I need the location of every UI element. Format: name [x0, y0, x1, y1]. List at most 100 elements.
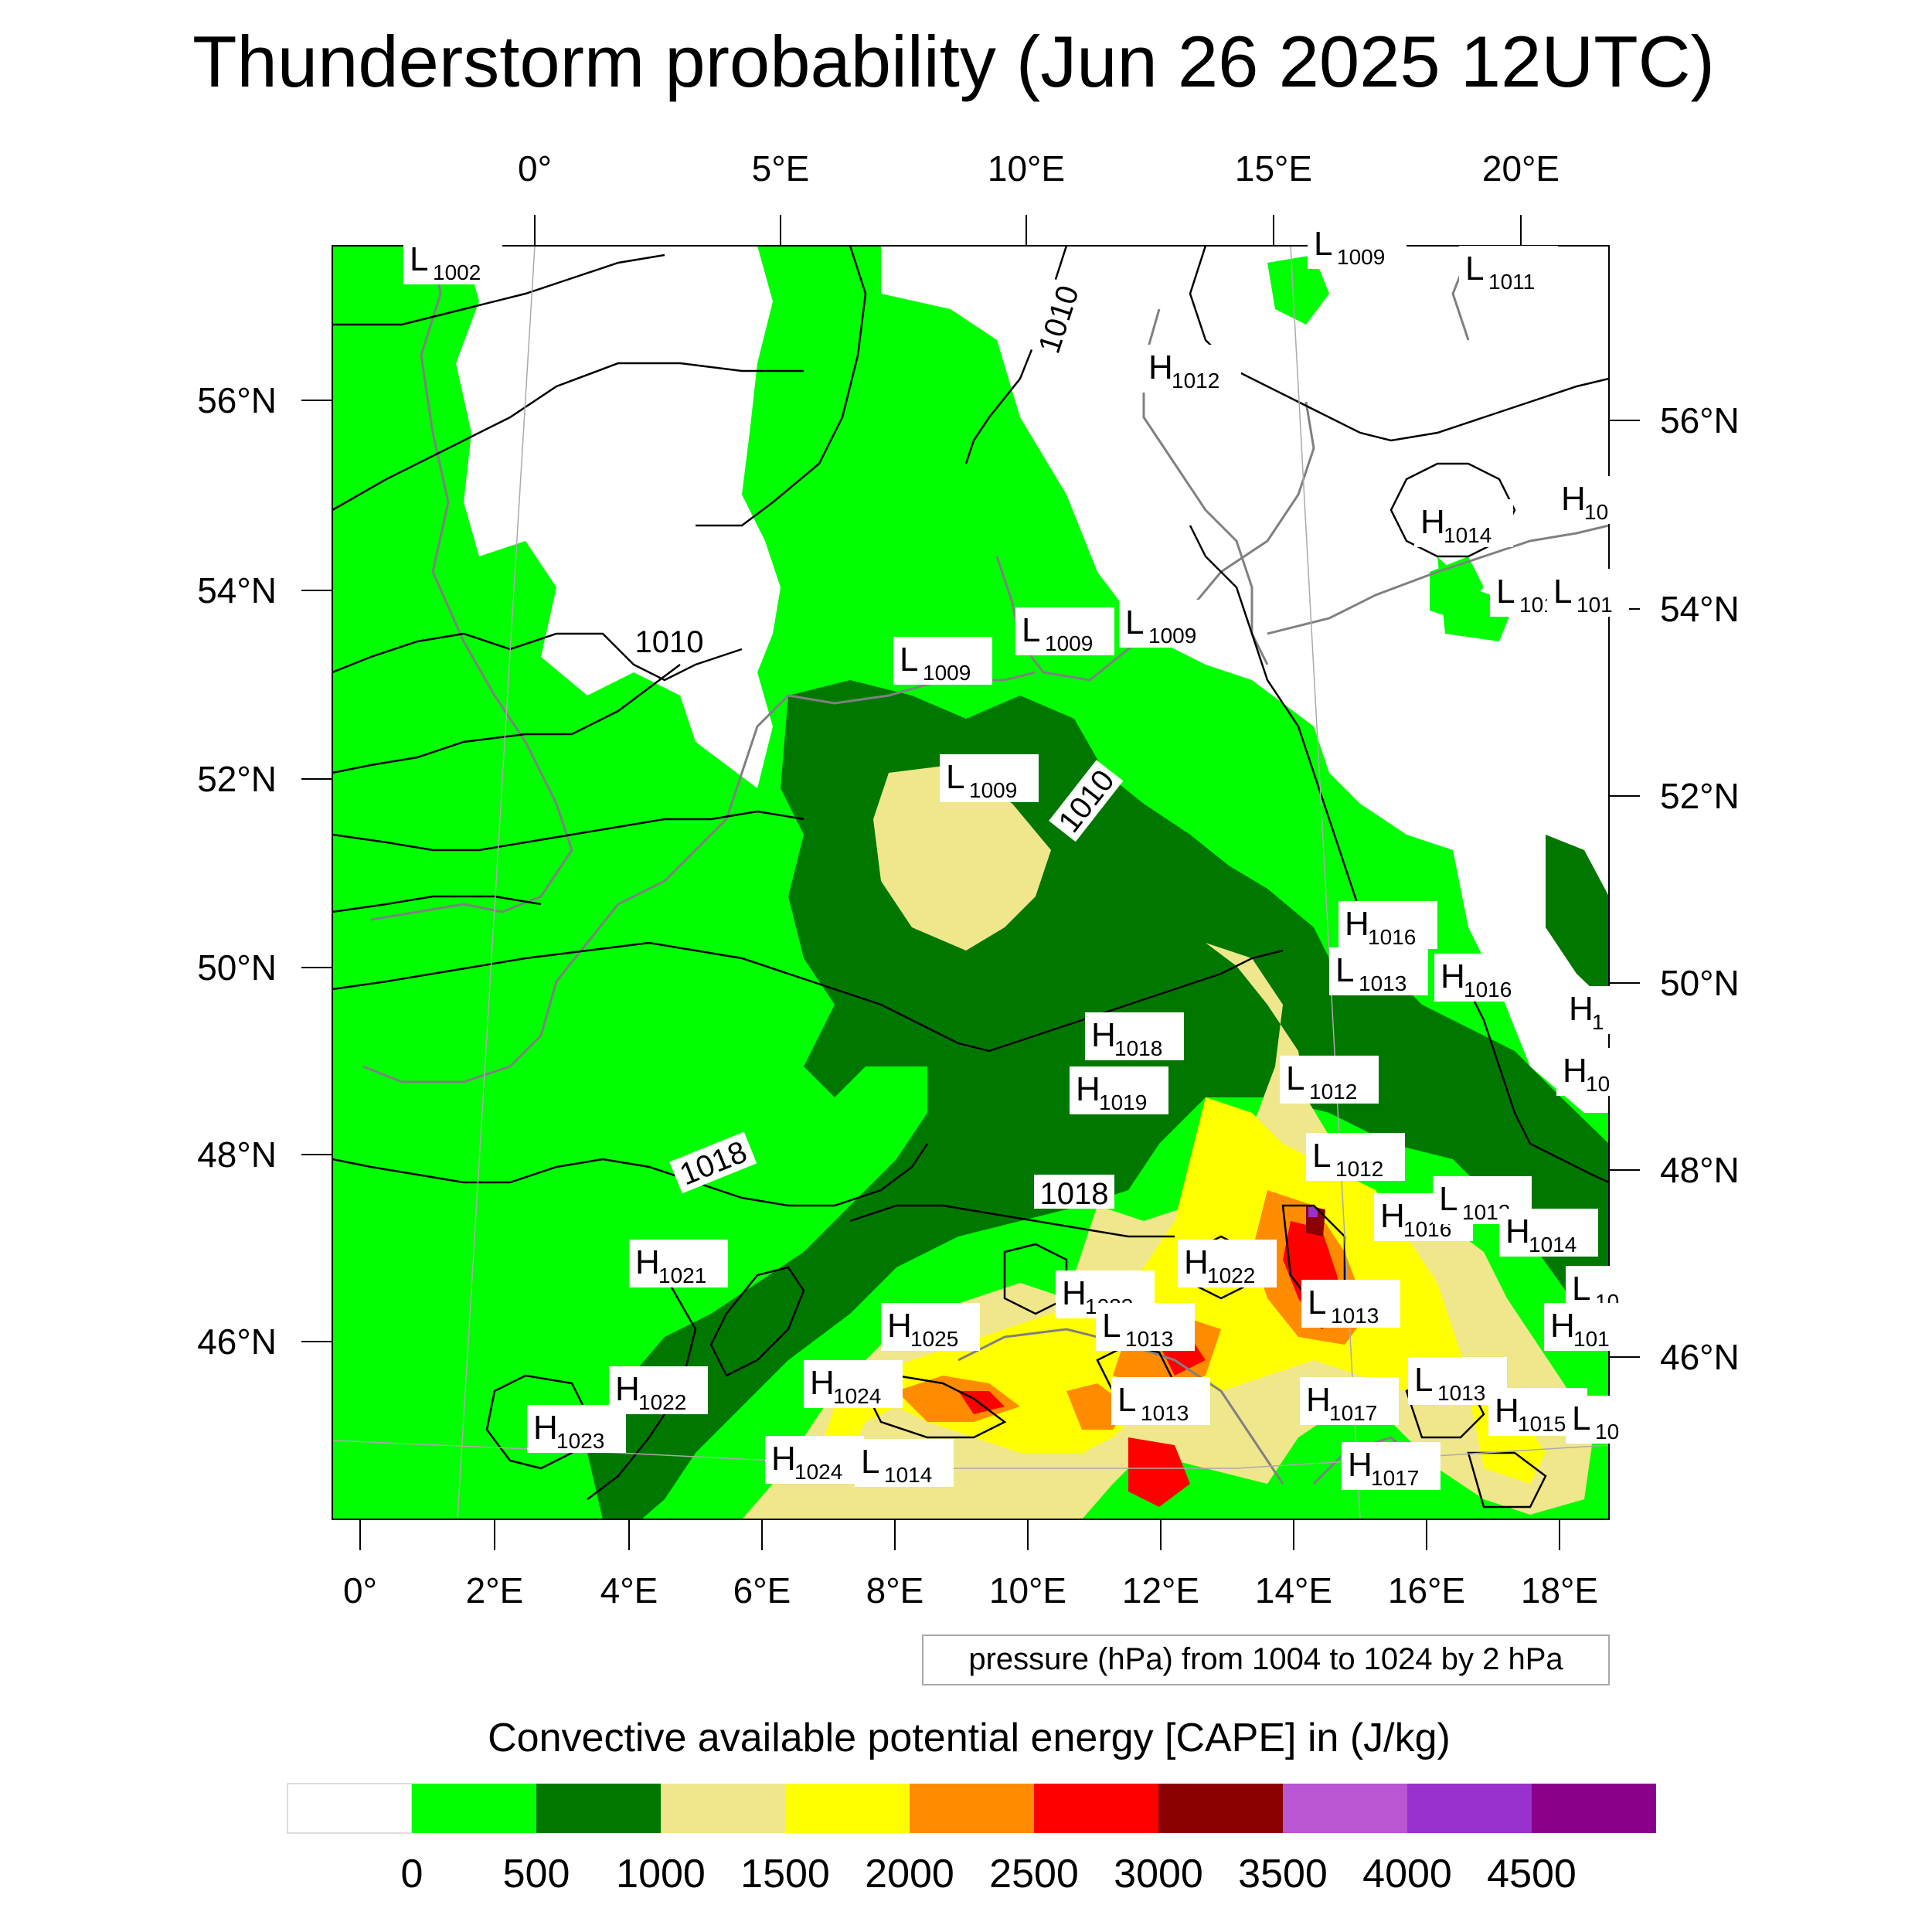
pressure-center-value: 10: [1584, 500, 1608, 524]
cape-region-2500-3000: [958, 1221, 1345, 1507]
pressure-center-low: L 1011: [1459, 246, 1558, 294]
pressure-center-value: 1021: [658, 1264, 706, 1287]
pressure-center-low: L 1012: [1280, 1056, 1379, 1104]
pressure-center-low: L 1012: [1306, 1133, 1405, 1181]
pressure-center-value: 1012: [1309, 1080, 1357, 1104]
pressure-center-letter: L: [1465, 250, 1484, 287]
colorbar-swatch: [1283, 1784, 1407, 1833]
colorbar-tick-labels: 0 500 1000 1500 2000 2500 3000 3500 4000 4500: [401, 1852, 1577, 1896]
pressure-center-letter: L: [1117, 1381, 1136, 1419]
pressure-center-value: 1013: [1437, 1381, 1485, 1405]
colorbar-swatch: [1407, 1784, 1532, 1833]
pressure-center-letter: L: [1572, 1400, 1590, 1437]
pressure-center-value: 1017: [1371, 1466, 1419, 1490]
pressure-center-letter: H: [1550, 1307, 1575, 1345]
pressure-center-low: L 1009: [1308, 221, 1406, 269]
axis-label: 10°E: [988, 148, 1065, 189]
pressure-center-letter: L: [946, 758, 964, 796]
axis-label: 2°E: [466, 1570, 524, 1611]
pressure-center-letter: H: [1306, 1381, 1331, 1419]
axis-label: 54°N: [1660, 589, 1740, 629]
pressure-center-letter: H: [1561, 480, 1586, 518]
pressure-center-value: 1017: [1329, 1401, 1377, 1425]
pressure-center-letter: H: [887, 1307, 912, 1345]
pressure-center-letter: H: [1348, 1446, 1372, 1484]
pressure-center-letter: L: [1312, 1137, 1331, 1175]
colorbar-tick-label: 3000: [1114, 1852, 1203, 1896]
axis-label: 10°E: [989, 1570, 1066, 1611]
left-axis-labels: 56°N 54°N 52°N 50°N 48°N 46°N: [197, 380, 277, 1362]
pressure-center-letter: L: [1335, 951, 1354, 989]
pressure-center-value: 1019: [1099, 1090, 1147, 1114]
pressure-note-box: pressure (hPa) from 1004 to 1024 by 2 hP…: [922, 1634, 1610, 1685]
pressure-center-value: 1015: [1518, 1412, 1566, 1436]
axis-label: 18°E: [1521, 1570, 1598, 1611]
isobar-label: 1010: [635, 625, 704, 659]
pressure-center-low: L 1002: [403, 236, 502, 284]
pressure-center-letter: H: [1184, 1243, 1209, 1281]
pressure-center-value: 1009: [1045, 631, 1093, 655]
pressure-center-letter: H: [771, 1440, 796, 1478]
cape-region-1500-2000: [819, 1097, 1546, 1484]
axis-label: 16°E: [1388, 1570, 1465, 1611]
colorbar-swatch: [1532, 1784, 1656, 1833]
pressure-center-value: 1018: [1114, 1036, 1162, 1060]
pressure-center-value: 1013: [1141, 1401, 1189, 1425]
axis-label: 48°N: [1660, 1150, 1740, 1190]
axis-label: 56°N: [197, 380, 277, 420]
colorbar-swatch: [1034, 1784, 1158, 1833]
axis-label: 6°E: [733, 1570, 791, 1611]
map-frame: [332, 245, 1610, 1520]
pressure-center-value: 1022: [1207, 1264, 1255, 1287]
figure-title: Thunderstorm probability (Jun 26 2025 12…: [192, 21, 1715, 102]
pressure-center-high: H1: [1563, 986, 1611, 1034]
pressure-center-value: 1024: [794, 1460, 842, 1484]
colorbar-tick-label: 500: [503, 1852, 570, 1896]
pressure-center-value: 1023: [556, 1429, 604, 1453]
pressure-center-value: 1002: [433, 260, 481, 284]
pressure-center-high: H10: [1556, 1048, 1621, 1096]
pressure-center-value: 1025: [910, 1327, 958, 1351]
axis-label: 14°E: [1255, 1570, 1332, 1611]
pressure-center-value: 1014: [1444, 523, 1492, 547]
pressure-center-letter: L: [1572, 1270, 1590, 1308]
pressure-center-value: 1024: [833, 1384, 881, 1408]
colorbar-tick-label: 2000: [865, 1852, 954, 1896]
pressure-center-value: 1009: [969, 778, 1017, 802]
pressure-center-value: 1013: [1359, 971, 1406, 995]
pressure-center-value: 1009: [1337, 245, 1385, 269]
pressure-center-value: 1014: [1529, 1233, 1577, 1257]
pressure-center-letter: H: [1569, 990, 1594, 1028]
pressure-center-low: L 1009: [893, 637, 992, 685]
pressure-note: pressure (hPa) from 1004 to 1024 by 2 hP…: [968, 1642, 1563, 1676]
colorbar-tick-label: 2500: [989, 1852, 1079, 1896]
pressure-center-value: 1013: [1331, 1304, 1379, 1328]
pressure-center-low: L 1013: [1301, 1280, 1400, 1328]
axis-label: 0°: [518, 148, 552, 189]
pressure-center-letter: L: [1496, 573, 1515, 611]
axis-label: 5°E: [752, 148, 810, 189]
axis-label: 46°N: [1660, 1337, 1740, 1377]
pressure-center-letter: L: [900, 641, 918, 679]
pressure-center-letter: H: [1505, 1213, 1530, 1250]
pressure-center-letter: H: [1076, 1070, 1100, 1108]
pressure-center-value: 1009: [923, 661, 971, 685]
pressure-center-letter: H: [1091, 1016, 1116, 1054]
pressure-center-value: 1016: [1368, 925, 1416, 949]
top-axis-labels: 0° 5°E 10°E 15°E 20°E: [518, 148, 1560, 189]
colorbar-swatch: [287, 1783, 413, 1834]
axis-label: 50°N: [197, 947, 277, 988]
pressure-center-letter: H: [635, 1243, 660, 1281]
